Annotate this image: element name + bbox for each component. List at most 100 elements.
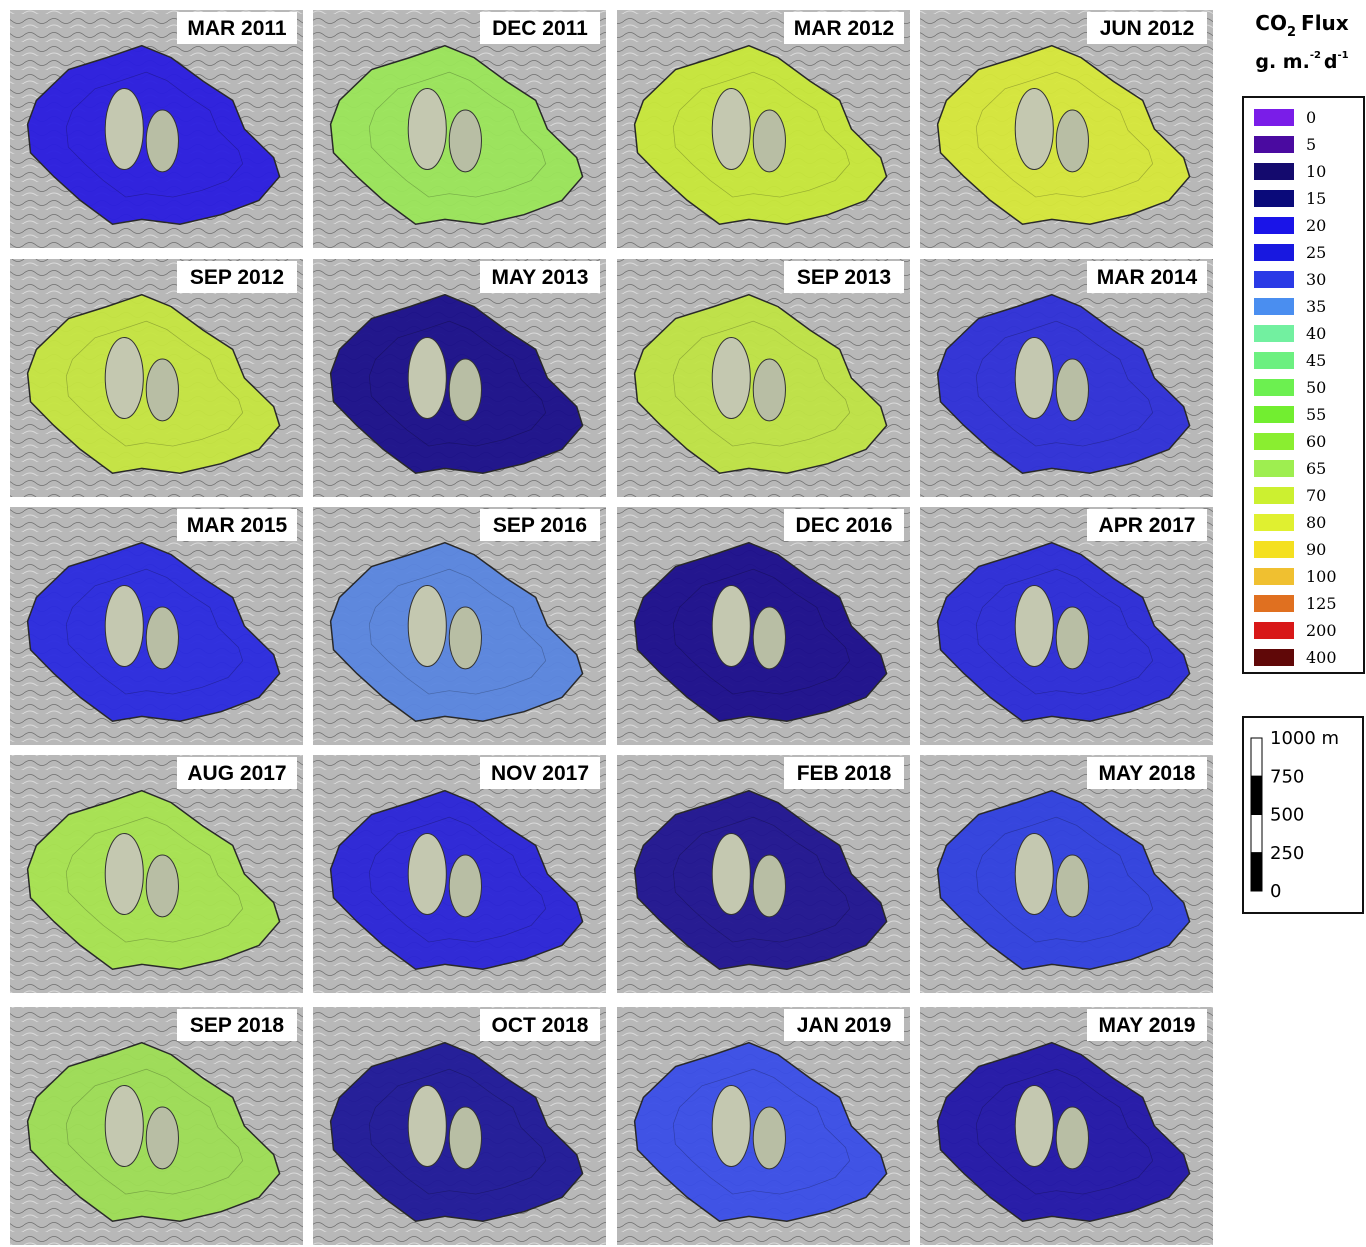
legend-swatch [1254,352,1294,369]
dome-west [408,338,446,419]
dome-west [105,338,143,419]
scale-segment [1251,853,1262,891]
legend-label: 45 [1306,351,1326,370]
map-panel: MAR 2015 [10,507,303,745]
dome-west [712,1086,750,1167]
panel-label: MAY 2018 [1099,762,1196,785]
map-panel: SEP 2018 [10,1007,303,1245]
legend-swatch [1254,217,1294,234]
panel-label: DEC 2011 [492,17,588,40]
dome-east [753,110,785,172]
dome-east [753,855,785,917]
map-panel: MAR 2012 [617,10,910,248]
dome-west [105,586,143,667]
panel-label: MAY 2019 [1099,1014,1196,1037]
dome-east [449,1107,481,1169]
dome-west [408,834,446,915]
legend-swatch [1254,136,1294,153]
panel-label: APR 2017 [1099,514,1196,537]
dome-west [105,834,143,915]
legend-label: 30 [1306,270,1326,289]
flux-legend: CO2Flux g. m.-2d-1 051015202530354045505… [1243,11,1364,673]
dome-east [1056,607,1088,669]
dome-east [146,1107,178,1169]
legend-unit: g. m.-2d-1 [1255,50,1348,73]
dome-west [1015,834,1053,915]
scale-segment [1251,738,1262,776]
legend-swatch [1254,406,1294,423]
dome-west [1015,338,1053,419]
panel-label: SEP 2012 [190,266,284,289]
map-panel: MAR 2014 [920,259,1213,497]
map-panel: DEC 2011 [313,10,606,248]
legend-label: 10 [1306,162,1326,181]
legend-label: 25 [1306,243,1326,262]
legend-unit-exp: -1 [1338,50,1349,61]
legend-swatch [1254,325,1294,342]
panel-label: SEP 2018 [190,1014,285,1037]
dome-east [449,359,481,421]
legend-label: 5 [1306,135,1316,154]
map-panel: SEP 2012 [10,259,303,497]
legend-unit-main: g. m. [1255,51,1309,73]
dome-west [1015,586,1053,667]
map-panel: AUG 2017 [10,755,303,993]
panel-label: DEC 2016 [796,514,893,537]
legend-swatch [1254,514,1294,531]
map-panel: MAY 2018 [920,755,1213,993]
legend-swatch [1254,379,1294,396]
panel-label: SEP 2016 [493,514,587,537]
map-panel: NOV 2017 [313,755,606,993]
panel-grid: MAR 2011 DEC 2011 MAR 2012 JUN 2012 SEP 2012… [10,10,1213,1245]
legend-label: 200 [1306,621,1337,640]
map-panel: JUN 2012 [920,10,1213,248]
dome-east [146,855,178,917]
legend-unit-mid: d [1324,51,1338,73]
dome-west [105,89,143,170]
dome-east [753,607,785,669]
map-panel: SEP 2013 [617,259,910,497]
dome-east [449,855,481,917]
dome-west [408,586,446,667]
legend-label: 100 [1306,567,1337,586]
legend-label: 15 [1306,189,1326,208]
scale-label: 250 [1270,843,1304,864]
dome-west [1015,1086,1053,1167]
legend-swatch [1254,433,1294,450]
legend-swatch [1254,541,1294,558]
dome-east [449,607,481,669]
dome-east [146,359,178,421]
dome-east [449,110,481,172]
panel-label: MAR 2014 [1097,266,1198,289]
legend-swatch [1254,568,1294,585]
map-panel: SEP 2016 [313,507,606,745]
dome-west [712,586,750,667]
map-panel: DEC 2016 [617,507,910,745]
scale-segment [1251,776,1262,814]
map-panel: OCT 2018 [313,1007,606,1245]
map-panel: JAN 2019 [617,1007,910,1245]
scale-label: 0 [1270,881,1281,902]
map-panel: MAY 2019 [920,1007,1213,1245]
legend-swatch [1254,109,1294,126]
legend-label: 400 [1306,648,1337,667]
map-panel: FEB 2018 [617,755,910,993]
legend-swatch [1254,622,1294,639]
panel-label: MAR 2011 [187,17,287,40]
legend-label: 55 [1306,405,1326,424]
legend-swatch [1254,190,1294,207]
legend-swatch [1254,460,1294,477]
scale-segment [1251,815,1262,853]
panel-label: MAR 2012 [794,17,894,40]
legend-label: 0 [1306,108,1316,127]
dome-east [1056,110,1088,172]
legend-swatch [1254,487,1294,504]
legend-label: 90 [1306,540,1326,559]
legend-swatch [1254,595,1294,612]
legend-label: 35 [1306,297,1326,316]
dome-west [408,1086,446,1167]
legend-label: 50 [1306,378,1326,397]
dome-east [146,110,178,172]
legend-label: 40 [1306,324,1326,343]
